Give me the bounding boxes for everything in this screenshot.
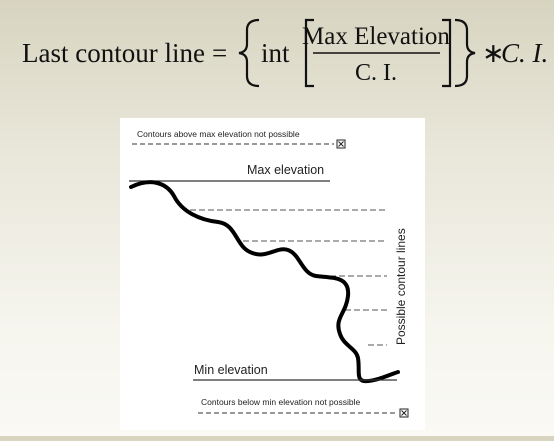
max-elevation-label: Max elevation — [247, 163, 324, 177]
left-brace — [238, 18, 260, 88]
possible-contour-label: Possible contour lines — [394, 228, 408, 345]
formula-equals: = — [212, 38, 227, 68]
right-bracket — [442, 18, 452, 88]
formula-lhs: Last contour line — [22, 38, 205, 68]
terrain-profile-curve — [129, 180, 400, 384]
formula-svg: Last contour line = int Max Elevation C.… — [22, 18, 548, 88]
x-box-icon-bottom — [399, 408, 409, 418]
formula-int: int — [261, 38, 290, 68]
formula-ci: C. I. — [501, 38, 548, 68]
formula: Last contour line = int Max Elevation C.… — [0, 0, 554, 98]
contour-diagram: Contours above max elevation not possibl… — [0, 98, 554, 441]
formula-denominator: C. I. — [355, 60, 397, 86]
formula-times: ∗ — [482, 38, 505, 68]
min-elevation-label: Min elevation — [194, 363, 268, 377]
above-note: Contours above max elevation not possibl… — [137, 129, 300, 139]
x-box-icon-top — [336, 139, 346, 149]
diagram-svg: Contours above max elevation not possibl… — [120, 118, 425, 430]
left-bracket — [304, 18, 314, 88]
below-note: Contours below min elevation not possibl… — [201, 397, 361, 407]
right-brace — [454, 18, 476, 88]
formula-numerator: Max Elevation — [302, 23, 450, 50]
